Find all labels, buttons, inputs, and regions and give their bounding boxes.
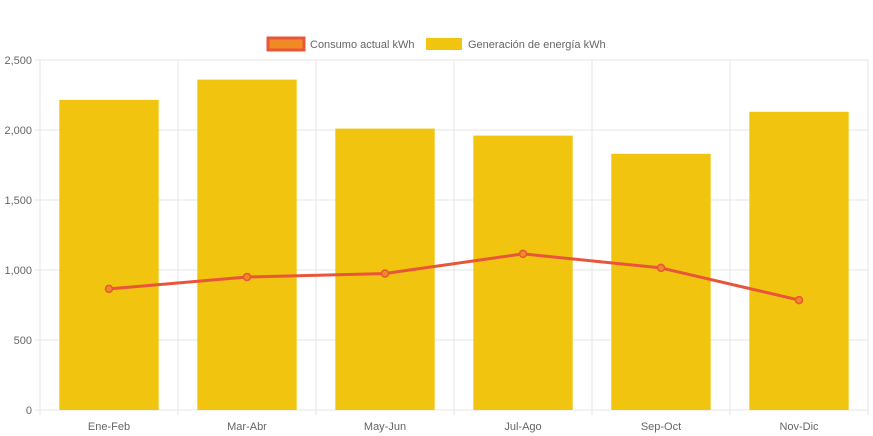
bar-generacion[interactable]: [59, 99, 159, 411]
bar-generacion[interactable]: [611, 153, 711, 411]
legend-label-consumo: Consumo actual kWh: [310, 39, 415, 51]
legend-swatch-consumo[interactable]: [266, 36, 306, 52]
y-tick-label: 1,000: [4, 265, 32, 277]
point-consumo[interactable]: [380, 269, 390, 278]
x-tick-label: Ene-Feb: [88, 421, 130, 433]
legend-swatch-generacion[interactable]: [426, 38, 462, 50]
bar-generacion[interactable]: [197, 79, 297, 410]
grid: [35, 59, 869, 415]
bar-generacion[interactable]: [749, 111, 849, 411]
x-tick-label: Sep-Oct: [641, 421, 681, 433]
legend: Consumo actual kWh Generación de energía…: [266, 36, 606, 52]
bar-generacion[interactable]: [473, 135, 573, 410]
y-tick-label: 2,500: [4, 55, 32, 67]
x-tick-label: May-Jun: [364, 421, 406, 433]
axes: 0 500 1,000 1,500 2,000 2,500 Ene-Feb Mar-Abr Ma…: [4, 55, 819, 433]
point-consumo[interactable]: [656, 263, 666, 273]
point-consumo[interactable]: [104, 284, 114, 294]
y-tick-label: 500: [14, 335, 32, 347]
point-consumo[interactable]: [242, 272, 252, 282]
bars: [59, 79, 849, 411]
point-consumo[interactable]: [794, 295, 804, 305]
y-tick-label: 0: [26, 405, 32, 417]
x-tick-label: Nov-Dic: [779, 421, 819, 433]
y-tick-label: 2,000: [4, 125, 32, 137]
legend-label-generacion: Generación de energía kWh: [468, 39, 606, 51]
y-tick-label: 1,500: [4, 195, 32, 207]
x-tick-label: Mar-Abr: [227, 421, 267, 433]
point-consumo[interactable]: [518, 249, 528, 259]
line-series: [104, 249, 804, 305]
x-tick-label: Jul-Ago: [504, 421, 541, 433]
line-consumo: [107, 252, 801, 302]
